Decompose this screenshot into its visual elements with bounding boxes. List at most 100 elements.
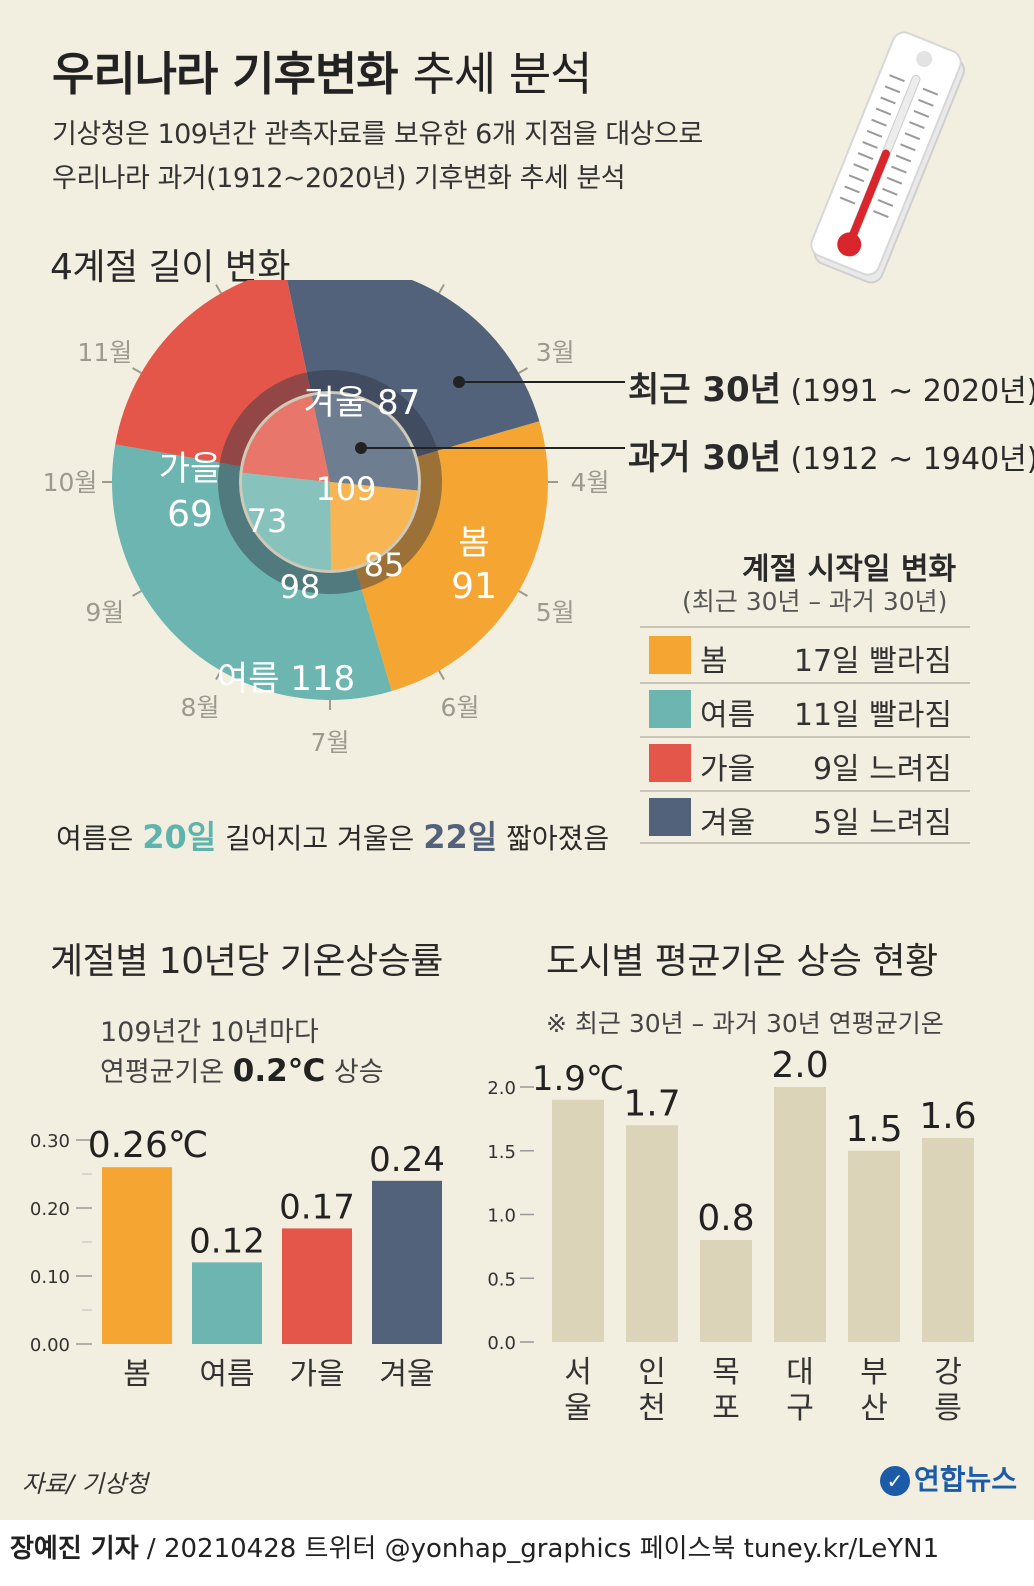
y-tick-label: 1.0	[487, 1206, 516, 1227]
month-tick	[132, 590, 142, 597]
y-tick-label: 0.5	[487, 1269, 516, 1290]
city-bar	[700, 1240, 752, 1342]
city-bar	[552, 1099, 604, 1342]
swatch-spring	[649, 636, 691, 674]
month-label: 6월	[441, 693, 480, 722]
city-bar	[626, 1125, 678, 1342]
recent-value-spring: 91	[451, 566, 497, 607]
month-tick	[215, 284, 222, 294]
season-bar	[282, 1228, 352, 1344]
legend-leader-lines	[355, 376, 625, 454]
past-label-winter: 109	[315, 470, 376, 508]
season-bar-label: 봄	[123, 1357, 151, 1392]
recent-label-spring: 봄	[458, 523, 489, 563]
season-bar-label: 가을	[289, 1357, 344, 1392]
recent-value-autumn: 69	[167, 494, 213, 535]
past-label-spring: 85	[364, 546, 405, 584]
city-rise-title: 도시별 평균기온 상승 현황	[546, 941, 938, 982]
start-change-subtitle: (최근 30년 – 과거 30년)	[682, 587, 948, 616]
month-label: 10월	[43, 468, 98, 497]
month-tick	[215, 670, 222, 680]
y-tick-label: 1.5	[487, 1142, 516, 1163]
month-label: 7월	[311, 728, 350, 757]
table-row-season: 봄	[700, 644, 728, 679]
season-bar-value: 0.17	[279, 1187, 355, 1227]
city-bar-value: 1.5	[845, 1109, 902, 1150]
city-bar-value: 2.0	[771, 1045, 828, 1086]
warming-rate-bar-chart: 0.00 0.10 0.20 0.30 0.26℃ 봄 0.12 여름 0.17 가을 0.24 겨울	[30, 1125, 445, 1392]
recent-label-winter: 겨울 87	[304, 383, 421, 423]
table-divider	[640, 790, 970, 792]
season-bar-label: 여름	[199, 1357, 254, 1392]
city-bar-value: 1.9℃	[532, 1059, 624, 1099]
infographic-canvas: 우리나라 기후변화 추세 분석 기상청은 109년간 관측자료를 보유한 6개 …	[0, 0, 1034, 1520]
legend-past: 과거 30년 (1912 ~ 1940년)	[628, 438, 1034, 478]
y-tick-label: 0.20	[30, 1199, 70, 1220]
past-label-summer: 98	[280, 568, 321, 606]
table-row-season: 가을	[700, 752, 756, 787]
season-bar	[372, 1180, 442, 1344]
subtitle-line-1: 기상청은 109년간 관측자료를 보유한 6개 지점을 대상으로	[52, 119, 703, 150]
swatch-autumn	[649, 744, 691, 782]
month-tick	[132, 367, 142, 374]
y-tick-label: 2.0	[487, 1078, 516, 1099]
swatch-summer	[649, 690, 691, 728]
city-bar	[848, 1150, 900, 1342]
season-bar-label: 겨울	[379, 1357, 434, 1392]
month-tick	[518, 590, 528, 597]
start-change-title: 계절 시작일 변화	[742, 552, 957, 587]
table-divider	[640, 736, 970, 738]
city-bar-value: 1.7	[623, 1083, 680, 1124]
swatch-winter	[649, 798, 691, 836]
season-bar-value: 0.26℃	[88, 1125, 209, 1166]
season-bar	[192, 1262, 262, 1344]
season-bar-value: 0.24	[369, 1140, 445, 1180]
month-tick	[438, 670, 445, 680]
yonhap-logo-mark: ✓	[880, 1466, 910, 1496]
table-row-change: 5일 느려짐	[812, 806, 952, 841]
city-rise-note: ※ 최근 30년 – 과거 30년 연평균기온	[546, 1009, 944, 1038]
month-label: 9월	[85, 598, 124, 627]
season-bar-value: 0.12	[189, 1221, 265, 1261]
y-tick-label: 0.00	[30, 1335, 70, 1356]
credit-line: 장예진 기자 / 20210428 트위터 @yonhap_graphics 페…	[10, 1534, 940, 1564]
past-slice	[241, 472, 332, 570]
city-bar-value: 0.8	[697, 1198, 754, 1239]
table-divider	[640, 842, 970, 844]
yonhap-logo: ✓ 연합뉴스	[880, 1458, 1017, 1498]
subtitle-line-2: 우리나라 과거(1912~2020년) 기후변화 추세 분석	[52, 163, 626, 194]
season-bar	[102, 1167, 172, 1344]
table-row-season: 겨울	[700, 806, 756, 841]
season-length-note: 여름은 20일 길어지고 겨울은 22일 짧아졌음	[56, 818, 610, 856]
past-slice	[330, 482, 418, 570]
y-tick-label: 0.10	[30, 1267, 70, 1288]
table-row-change: 11일 빨라짐	[793, 698, 952, 733]
city-bar	[774, 1087, 826, 1342]
thermometer-icon	[810, 31, 966, 284]
month-tick	[438, 284, 445, 294]
city-rise-bar-chart: 0.0 0.5 1.0 1.5 2.0 1.9℃ 서 울 1.7 인 천 0.8 목 포 2.0 대 구 1.5 부…	[487, 1045, 976, 1426]
table-row-change: 17일 빨라짐	[793, 644, 952, 679]
city-bar-value: 1.6	[919, 1096, 976, 1137]
past-slice	[242, 395, 330, 482]
table-row-change: 9일 느려짐	[812, 752, 952, 787]
legend-recent: 최근 30년 (1991 ~ 2020년)	[628, 370, 1034, 410]
city-bar	[922, 1138, 974, 1342]
warming-note-line-1: 109년간 10년마다	[100, 1017, 319, 1048]
table-row-season: 여름	[700, 698, 756, 733]
month-label: 8월	[181, 693, 220, 722]
month-label: 5월	[536, 598, 575, 627]
past-label-autumn: 73	[247, 502, 288, 540]
y-tick-label: 0.0	[487, 1333, 516, 1354]
recent-label-autumn: 가을	[159, 449, 222, 489]
warming-rate-title: 계절별 10년당 기온상승률	[50, 941, 443, 982]
month-label: 11월	[77, 338, 132, 367]
month-label: 4월	[571, 468, 610, 497]
page-title: 우리나라 기후변화 추세 분석	[52, 47, 592, 101]
